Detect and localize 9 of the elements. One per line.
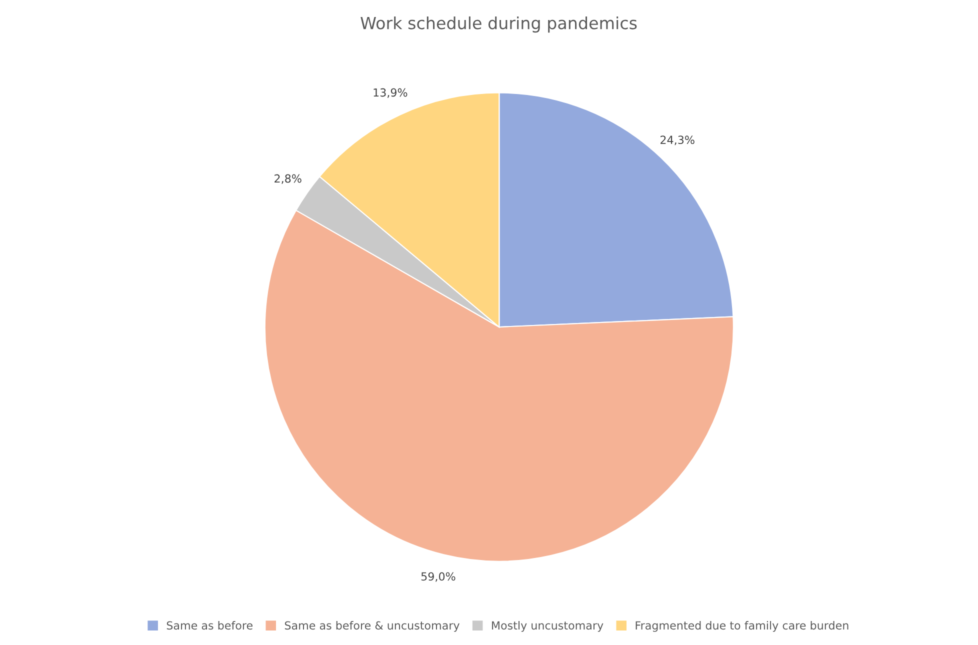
chart-title: Work schedule during pandemics <box>360 16 637 33</box>
legend-label: Same as before & uncustomary <box>284 621 460 632</box>
data-label: 13,9% <box>374 88 408 98</box>
data-label: 24,3% <box>660 136 694 146</box>
data-label: 2,8% <box>274 174 302 184</box>
legend-label: Same as before <box>166 621 252 630</box>
legend-label: Fragmented due to family care burden <box>636 621 848 632</box>
data-label: 59,0% <box>421 572 456 582</box>
legend-label: Mostly uncustomary <box>492 621 604 632</box>
